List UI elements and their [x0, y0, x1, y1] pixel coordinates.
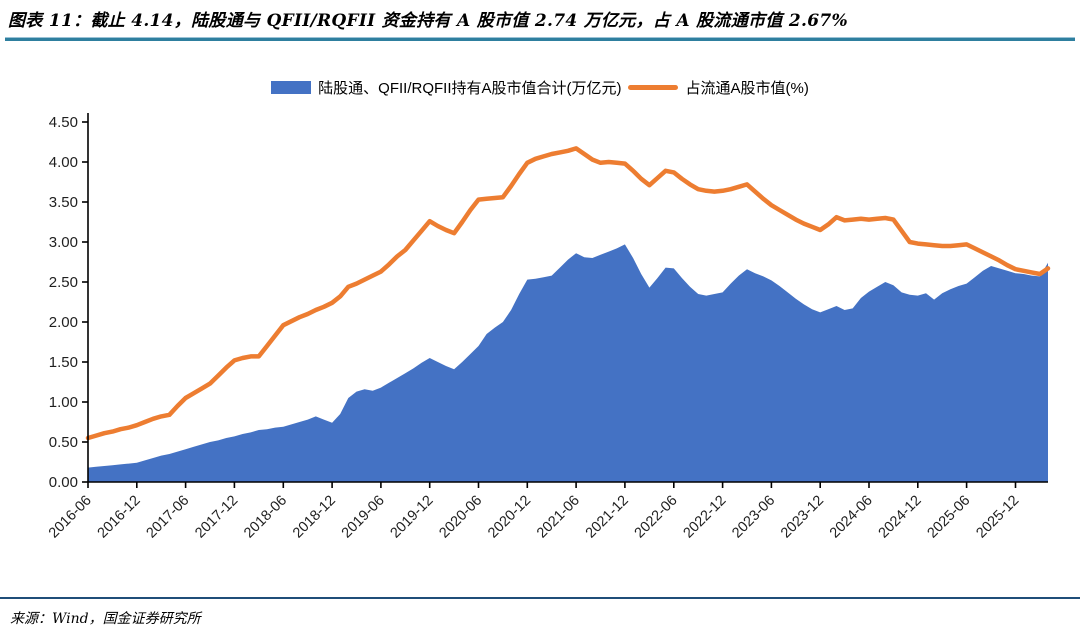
x-tick-label: 2016-12: [95, 493, 144, 542]
x-tick-label: 2019-12: [388, 493, 437, 542]
x-tick-label: 2023-12: [778, 493, 827, 542]
y-tick-label: 1.50: [49, 354, 78, 371]
line-series: [85, 146, 1051, 441]
y-tick-label: 3.00: [49, 234, 78, 251]
area-series-swatch: [271, 80, 312, 94]
x-tick-label: 2017-06: [143, 493, 192, 542]
figure-title: 图表 11：截止 4.14，陆股通与 QFII/RQFII 资金持有 A 股市值…: [8, 11, 848, 31]
x-tick-label: 2023-06: [729, 493, 778, 542]
y-tick-label: 3.50: [49, 194, 78, 211]
y-tick-label: 4.00: [49, 154, 78, 171]
area-series-label: 陆股通、QFII/RQFII持有A股市值合计(万亿元): [318, 79, 622, 97]
y-tick-label: 2.50: [49, 274, 78, 291]
x-tick-label: 2024-12: [876, 493, 925, 542]
x-tick-label: 2021-12: [583, 493, 632, 542]
x-tick-label: 2022-12: [680, 493, 729, 542]
x-tick-label: 2016-06: [46, 493, 95, 542]
x-tick-label: 2021-06: [534, 493, 583, 542]
y-tick-label: 1.00: [49, 394, 78, 411]
x-tick-label: 2020-06: [436, 493, 485, 542]
y-tick-label: 4.50: [49, 114, 78, 131]
y-tick-label: 0.50: [49, 434, 78, 451]
x-tick-label: 2022-06: [632, 493, 681, 542]
chart-legend: 陆股通、QFII/RQFII持有A股市值合计(万亿元) 占流通A股市值(%): [0, 76, 1080, 98]
x-tick-label: 2017-12: [192, 493, 241, 542]
y-tick-label: 0.00: [49, 474, 78, 491]
title-divider: [5, 37, 1075, 41]
footer-divider: [0, 597, 1080, 599]
x-tick-label: 2024-06: [827, 493, 876, 542]
y-tick-label: 2.00: [49, 314, 78, 331]
x-tick-label: 2020-12: [485, 493, 534, 542]
line-series-swatch: [628, 84, 679, 90]
line-series-label: 占流通A股市值(%): [685, 79, 809, 97]
x-tick-label: 2019-06: [339, 493, 388, 542]
x-tick-label: 2018-06: [241, 493, 290, 542]
x-tick-label: 2018-12: [290, 493, 339, 542]
source-note: 来源：Wind，国金证券研究所: [10, 611, 201, 627]
x-tick-label: 2025-06: [924, 493, 973, 542]
x-tick-label: 2025-12: [973, 493, 1022, 542]
area-series: [88, 244, 1048, 482]
